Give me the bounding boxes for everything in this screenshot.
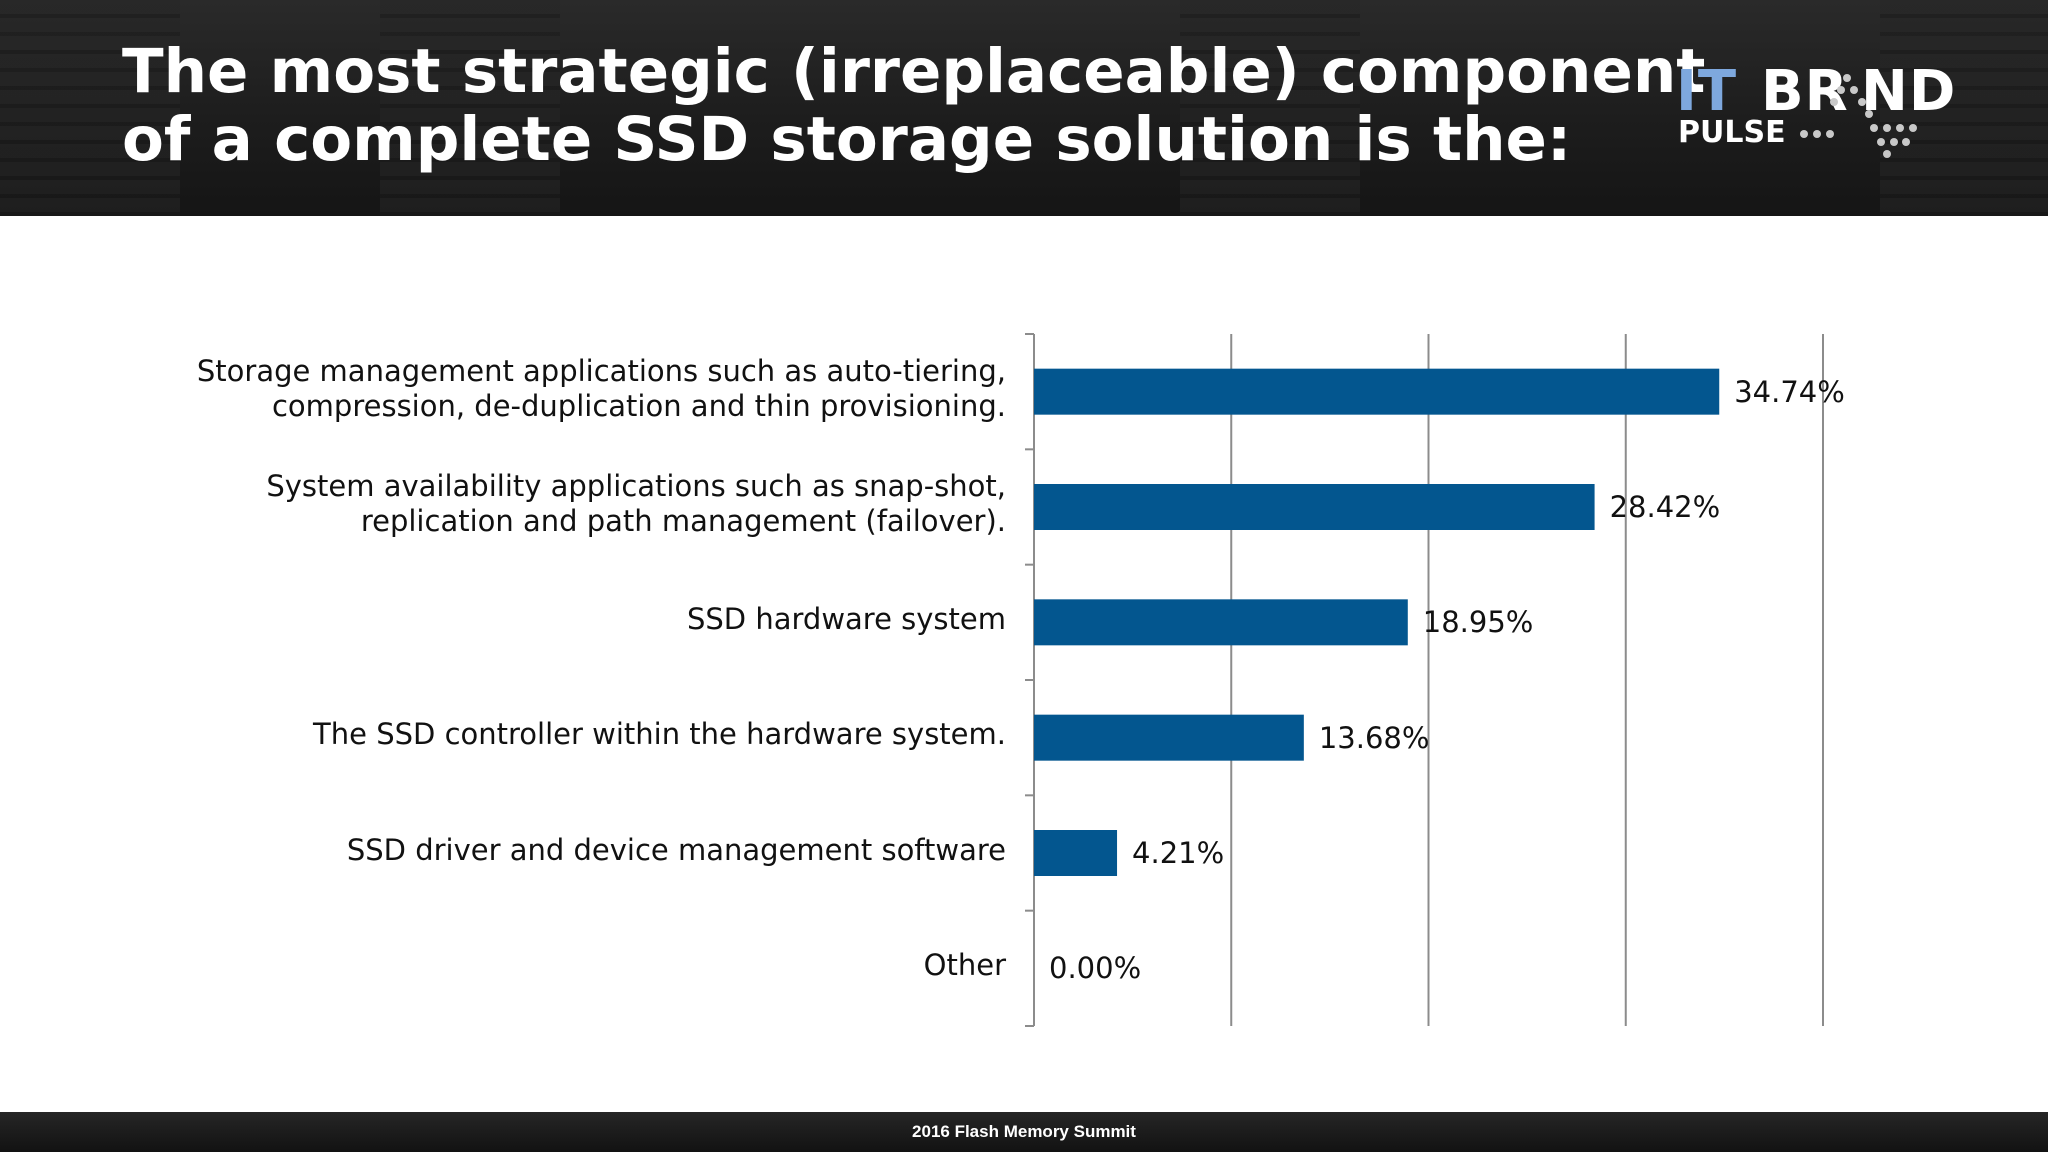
category-label: SSD hardware system [106,602,1006,637]
data-label: 18.95% [1422,605,1534,640]
bar [1034,830,1118,876]
data-label: 34.74% [1734,374,1845,409]
slide-title: The most strategic (irreplaceable) compo… [122,36,1706,175]
category-label-line: Other [923,947,1006,982]
category-label-line: SSD hardware system [686,601,1006,636]
category-label: The SSD controller within the hardware s… [106,717,1006,752]
logo-dots-graphic [1800,74,1917,158]
bar [1034,484,1595,530]
category-label-line: SSD driver and device management softwar… [346,832,1006,867]
data-label: 13.68% [1318,720,1430,755]
category-label-line: Storage management applications such as … [196,353,1006,388]
logo-it-text: IT [1676,59,1738,124]
bar [1034,599,1408,646]
server-rack-background [1880,0,2048,216]
data-label: 0.00% [1049,951,1142,986]
server-rack-background [1180,0,1360,216]
itbrand-pulse-logo: IT BR ND PULSE [1676,64,2016,176]
bar [1034,714,1304,761]
header-banner: The most strategic (irreplaceable) compo… [0,0,2048,216]
logo-pulse-text: PULSE [1678,115,1786,150]
chart-label-layer: 34.74% Storage management applications su… [0,216,2048,1112]
bar [1034,368,1720,415]
data-label: 28.42% [1609,490,1721,524]
server-rack-background [0,0,180,216]
category-label: SSD driver and device management softwar… [106,833,1006,868]
footer-bar: 2016 Flash Memory Summit [0,1112,2048,1152]
category-label: Storage management applications such as … [106,354,1006,424]
server-rack-background [380,0,560,216]
category-label-line: The SSD controller within the hardware s… [313,717,1006,752]
chart-plot-area [1025,333,1824,1027]
slide-title-line-2: of a complete SSD storage solution is th… [122,104,1572,175]
slide-title-line-1: The most strategic (irreplaceable) compo… [122,36,1706,107]
category-label-line: compression, de-duplication and thin pro… [271,388,1006,423]
bar-chart: 34.74% Storage management applications su… [0,216,2048,1112]
category-label: Other [106,948,1006,983]
data-label: 4.21% [1132,836,1225,870]
category-label: System availability applications such as… [106,469,1006,539]
logo-brand-text: BR ND [1761,59,1957,124]
footer-text: 2016 Flash Memory Summit [912,1122,1136,1141]
category-label-line: replication and path management (failove… [360,504,1006,538]
category-label-line: System availability applications such as… [266,469,1006,503]
